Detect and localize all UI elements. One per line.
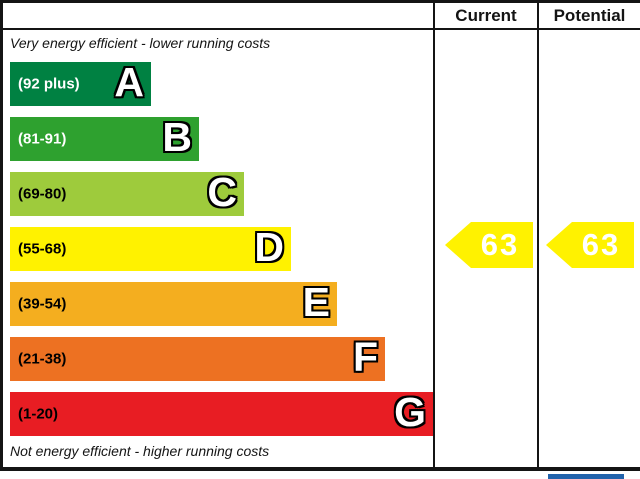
- rating-band-d: (55-68) D: [10, 223, 291, 271]
- band-range-label: (55-68): [18, 240, 67, 258]
- band-letter: G: [394, 388, 426, 435]
- header-divider-line: [0, 28, 640, 30]
- current-column-header: Current: [455, 6, 517, 25]
- rating-band-a: (92 plus) A: [10, 58, 151, 106]
- table-top-border: [0, 0, 640, 3]
- rating-band-e: (39-54) E: [10, 278, 337, 326]
- band-range-label: (1-20): [18, 405, 59, 423]
- rating-band-b: (81-91) B: [10, 113, 199, 161]
- band-range-label: (81-91): [18, 130, 67, 148]
- top-caption: Very energy efficient - lower running co…: [10, 35, 271, 51]
- table-left-border: [0, 0, 3, 471]
- partial-blue-box: [548, 474, 624, 479]
- bottom-caption: Not energy efficient - higher running co…: [10, 443, 270, 459]
- current-rating-value: 63: [480, 227, 520, 262]
- band-letter: F: [352, 333, 378, 380]
- band-letter: A: [114, 58, 144, 105]
- current-rating-arrow: 63: [445, 222, 533, 268]
- rating-band-c: (69-80) C: [10, 168, 244, 216]
- potential-column-divider: [537, 0, 539, 471]
- band-range-label: (69-80): [18, 185, 67, 203]
- potential-rating-value: 63: [581, 227, 621, 262]
- left-arrow-shape-icon: [445, 222, 533, 268]
- potential-column-header: Potential: [553, 6, 626, 25]
- left-arrow-shape-icon: [546, 222, 634, 268]
- band-range-label: (39-54): [18, 295, 67, 313]
- band-letter: B: [162, 113, 192, 160]
- band-letter: E: [302, 278, 330, 325]
- current-column-divider: [433, 0, 435, 471]
- table-bottom-border: [0, 467, 640, 471]
- rating-band-f: (21-38) F: [10, 333, 385, 381]
- band-range-label: (92 plus): [18, 75, 80, 93]
- band-range-label: (21-38): [18, 350, 67, 368]
- rating-band-g: (1-20) G: [10, 388, 433, 436]
- band-letter: C: [207, 168, 237, 215]
- potential-rating-arrow: 63: [546, 222, 634, 268]
- band-letter: D: [254, 223, 284, 270]
